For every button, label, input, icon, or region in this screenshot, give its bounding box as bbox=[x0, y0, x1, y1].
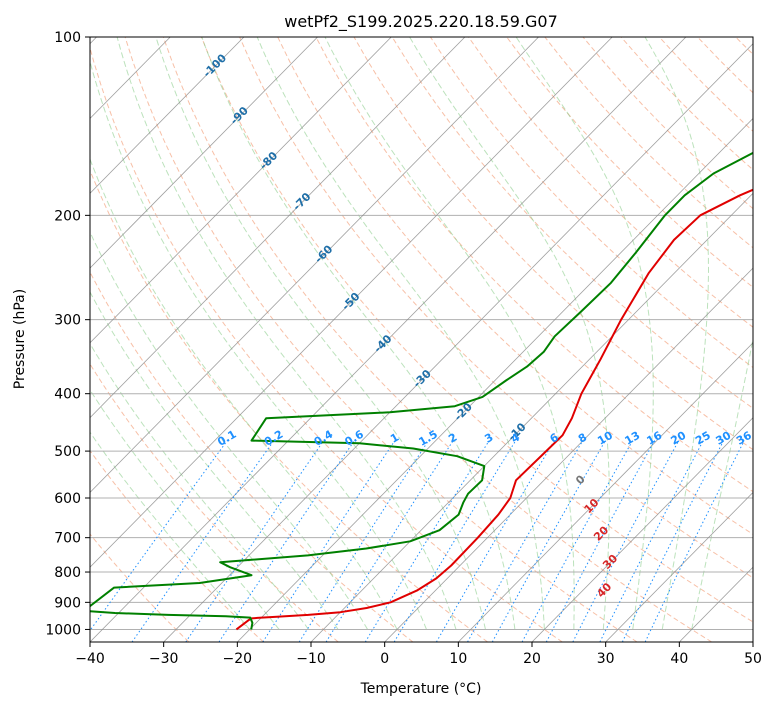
mixing-ratio-line bbox=[467, 440, 584, 642]
dry-adiabat-line bbox=[90, 533, 190, 642]
x-tick-label: −40 bbox=[75, 651, 105, 667]
mixing-ratio-line bbox=[90, 440, 228, 632]
moist-adiabat-line bbox=[90, 431, 251, 630]
isotherm-line bbox=[90, 37, 466, 419]
moist-adiabat-line bbox=[515, 37, 654, 630]
mixing-ratio-line bbox=[325, 440, 454, 642]
isotherm-line bbox=[90, 37, 613, 568]
dry-adiabat-line bbox=[90, 271, 414, 642]
mixing-ratio-line bbox=[393, 440, 517, 642]
mixing-ratio-line bbox=[644, 440, 745, 642]
dry-adiabat-line bbox=[239, 37, 753, 579]
mixing-ratio-line bbox=[521, 440, 634, 642]
moist-adiabat-line bbox=[90, 157, 398, 630]
isotherm-line bbox=[384, 267, 753, 642]
moist-adiabat-line bbox=[116, 37, 457, 630]
isotherm-line bbox=[605, 491, 753, 642]
plot-frame bbox=[89, 36, 754, 643]
mixing-ratio-line bbox=[298, 440, 429, 642]
dry-adiabat-line bbox=[353, 37, 753, 451]
y-tick-label: 600 bbox=[54, 491, 81, 507]
x-tick-label: 50 bbox=[744, 651, 762, 667]
mixing-ratio-line bbox=[131, 440, 275, 642]
temperature-line bbox=[235, 188, 753, 631]
isotherm-line bbox=[90, 37, 392, 344]
mixing-ratio-line bbox=[491, 440, 606, 642]
mixing-ratio-line bbox=[435, 440, 555, 642]
y-tick-label: 1000 bbox=[45, 622, 81, 638]
moist-adiabat-line bbox=[90, 342, 310, 630]
isotherm-line bbox=[90, 37, 539, 493]
mixing-ratio-line bbox=[545, 440, 656, 642]
moist-adiabat-line bbox=[409, 37, 610, 630]
moist-adiabat-line bbox=[90, 389, 280, 630]
x-axis-ticks: −40 −30 −20 −10 0 10 20 30 40 50 bbox=[75, 642, 762, 667]
x-tick-label: 30 bbox=[597, 651, 615, 667]
x-tick-label: 40 bbox=[670, 651, 688, 667]
x-axis-title: Temperature (°C) bbox=[360, 681, 482, 697]
dry-adiabat-line bbox=[315, 37, 753, 493]
moist-adiabat-line bbox=[90, 59, 427, 630]
dry-adiabat-line bbox=[124, 37, 638, 642]
mixing-ratio-line bbox=[364, 440, 490, 642]
y-tick-label: 200 bbox=[54, 208, 81, 224]
x-tick-label: −30 bbox=[149, 651, 179, 667]
y-tick-label: 800 bbox=[54, 565, 81, 581]
isotherm-line bbox=[531, 417, 753, 642]
x-tick-label: −10 bbox=[296, 651, 326, 667]
mixing-ratio-line bbox=[621, 440, 725, 642]
y-tick-label: 700 bbox=[54, 531, 81, 547]
moist-adiabat-line bbox=[90, 230, 369, 630]
y-tick-label: 100 bbox=[54, 30, 81, 46]
chart-title: wetPf2_S199.2025.220.18.59.G07 bbox=[284, 12, 558, 32]
moist-adiabat-line bbox=[644, 37, 709, 630]
dry-adiabat-line bbox=[200, 37, 753, 623]
mixing-ratio-lines bbox=[90, 440, 745, 642]
y-tick-label: 300 bbox=[54, 313, 81, 329]
mixing-ratio-line bbox=[185, 440, 325, 642]
y-tick-label: 900 bbox=[54, 595, 81, 611]
y-axis-ticks: 100 200 300 400 500 600 700 800 900 1000 bbox=[45, 30, 90, 638]
x-tick-label: −20 bbox=[223, 651, 253, 667]
y-tick-label: 400 bbox=[54, 387, 81, 403]
moist-adiabat-line bbox=[201, 37, 516, 630]
dewpoint-line bbox=[90, 151, 753, 630]
x-tick-label: 10 bbox=[449, 651, 467, 667]
dry-adiabat-line bbox=[391, 37, 753, 409]
moist-adiabat-line bbox=[155, 37, 486, 630]
x-tick-label: 0 bbox=[380, 651, 389, 667]
isotherm-line bbox=[90, 37, 245, 194]
y-axis-title: Pressure (hPa) bbox=[12, 289, 28, 389]
isotherm-line bbox=[237, 117, 753, 642]
dry-adiabat-line bbox=[90, 46, 563, 642]
dry-adiabat-line bbox=[90, 363, 339, 642]
moist-adiabat-line bbox=[691, 336, 753, 630]
isotherm-line bbox=[458, 342, 753, 642]
isotherm-line bbox=[90, 37, 687, 642]
isotherm-line bbox=[90, 37, 318, 269]
moist-adiabat-line bbox=[324, 37, 575, 630]
x-tick-label: 20 bbox=[523, 651, 541, 667]
y-tick-label: 500 bbox=[54, 444, 81, 460]
isotherm-lines bbox=[90, 37, 753, 642]
profile-series bbox=[90, 151, 753, 631]
dry-adiabat-line bbox=[162, 37, 712, 642]
isotherm-line bbox=[163, 43, 753, 642]
dry-adiabat-line bbox=[468, 37, 753, 328]
